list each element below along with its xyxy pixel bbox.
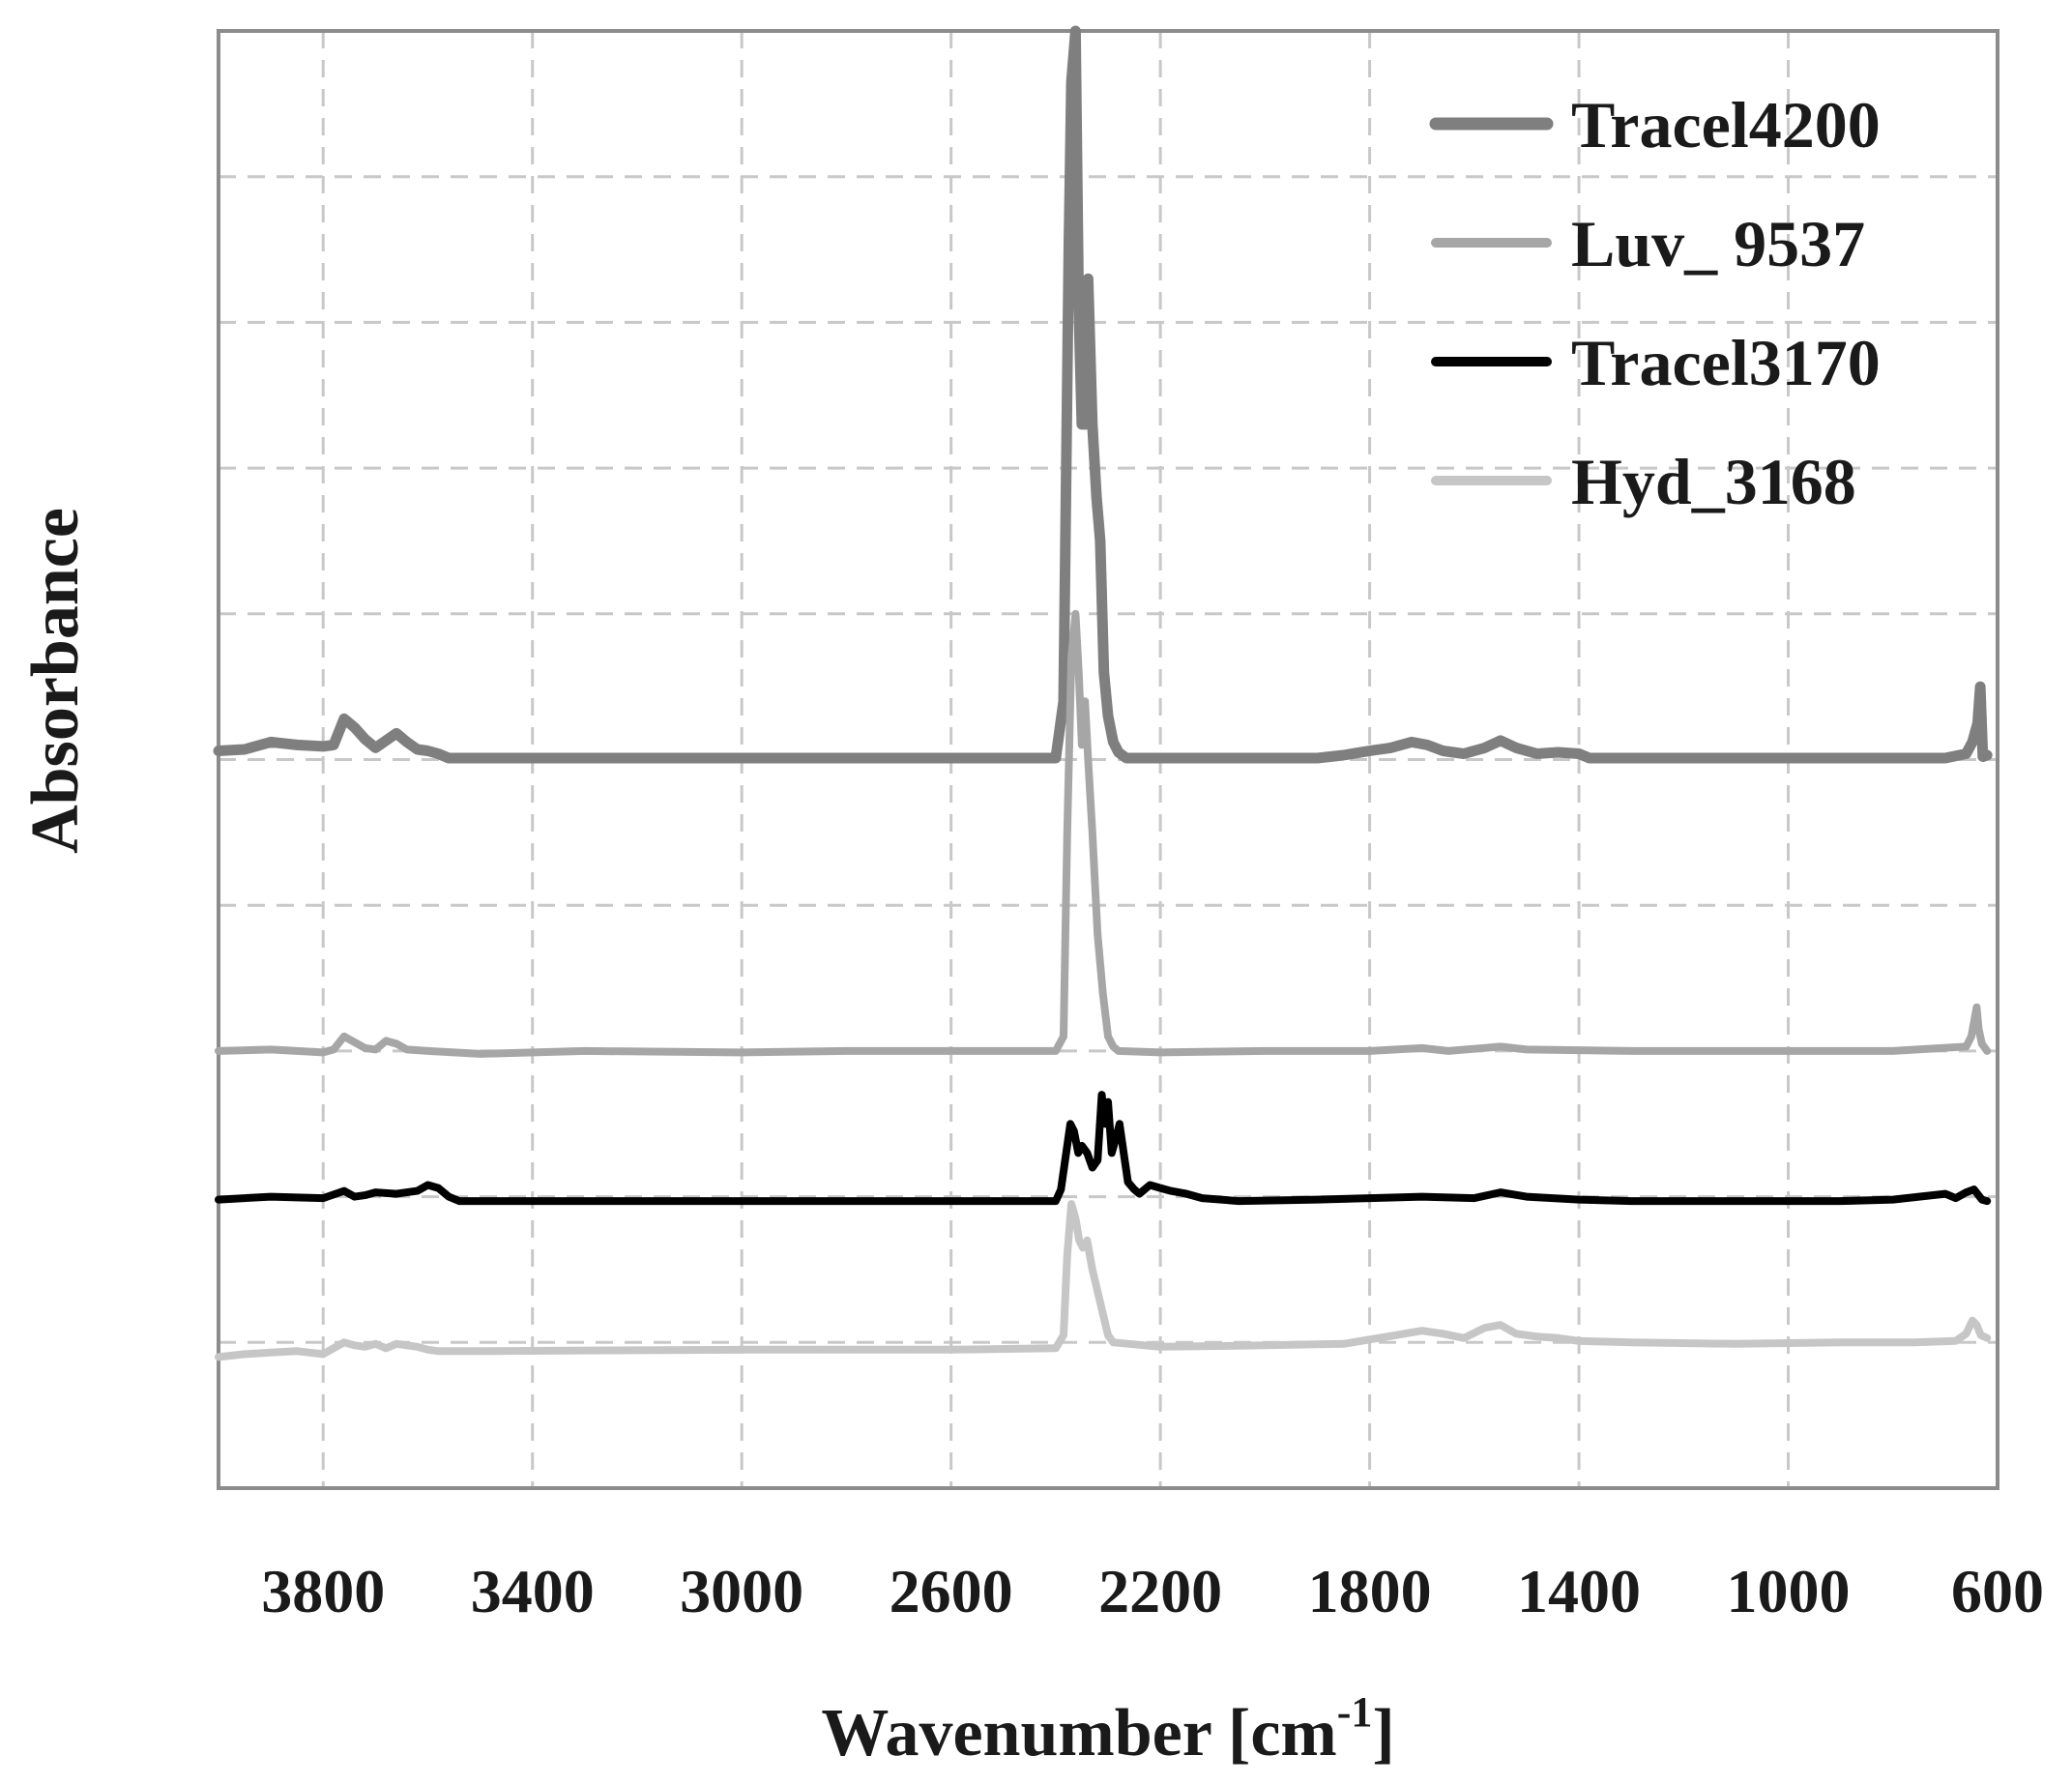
x-tick-label: 1000 xyxy=(1727,1557,1851,1625)
legend-label: Tracel4200 xyxy=(1571,88,1881,161)
x-tick-label: 2600 xyxy=(890,1557,1013,1625)
series-lines xyxy=(213,25,1993,1361)
x-tick-label: 1400 xyxy=(1517,1557,1641,1625)
series-line xyxy=(213,25,1993,764)
y-axis-title: Absorbance xyxy=(18,508,93,854)
x-tick-label: 1800 xyxy=(1308,1557,1432,1625)
x-tick-labels: 3800 3400 3000 2600 2200 1800 1400 1000 600 xyxy=(261,1557,2044,1625)
x-tick-label: 3400 xyxy=(471,1557,595,1625)
x-axis-title-superscript: -1 xyxy=(1337,1688,1373,1736)
plot-frame xyxy=(217,29,1999,1490)
x-tick-label: 2200 xyxy=(1098,1557,1222,1625)
legend-label: Luv_ 9537 xyxy=(1571,207,1865,280)
series-line xyxy=(215,1091,1992,1206)
x-tick-label: 600 xyxy=(1951,1557,2044,1625)
legend-label: Hyd_3168 xyxy=(1571,445,1856,518)
series-line xyxy=(215,1200,1992,1361)
x-tick-label: 3800 xyxy=(261,1557,385,1625)
x-axis-title-main: Wavenumber [cm xyxy=(821,1696,1336,1770)
x-axis-title: Wavenumber [cm-1] xyxy=(821,1688,1394,1770)
series-line xyxy=(215,609,1992,1058)
x-tick-label: 3000 xyxy=(680,1557,803,1625)
legend-label: Tracel3170 xyxy=(1571,326,1881,399)
legend: Tracel4200 Luv_ 9537 Tracel3170 Hyd_3168 xyxy=(1429,88,1881,518)
x-axis-title-suffix: ] xyxy=(1372,1696,1394,1770)
